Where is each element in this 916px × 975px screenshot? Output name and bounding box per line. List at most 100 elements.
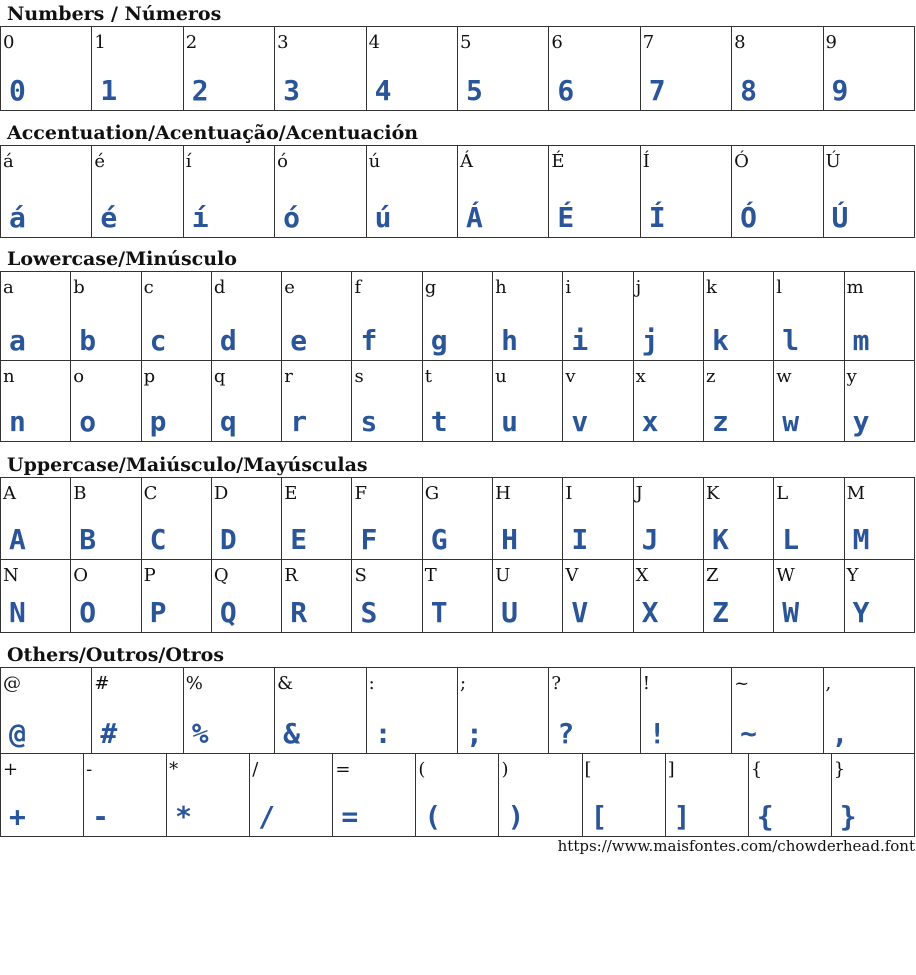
glyph-sample: Q — [219, 596, 237, 629]
glyph-label: / — [252, 759, 259, 780]
glyph-label: 0 — [3, 32, 15, 53]
glyph-label: D — [213, 483, 229, 504]
section-title: Numbers / Números — [7, 3, 222, 25]
glyph-label: ? — [551, 673, 561, 694]
glyph-row: @ @ # #%% & &::;;??!! ~ ~,, — [0, 667, 916, 754]
glyph-label: + — [3, 759, 19, 780]
glyph-sample: O — [79, 596, 97, 629]
glyph-label: , — [825, 673, 832, 694]
section-title: Uppercase/Maiúsculo/Mayúsculas — [7, 454, 368, 476]
glyph-sample: 9 — [831, 74, 849, 107]
glyph-sample: V — [571, 596, 589, 629]
glyph-cell: -- — [83, 753, 168, 837]
section-title: Accentuation/Acentuação/Acentuación — [7, 122, 419, 144]
glyph-label: R — [284, 565, 298, 586]
glyph-label: l — [776, 277, 783, 298]
glyph-label: ] — [667, 759, 675, 780]
glyph-sample: : — [374, 717, 392, 750]
glyph-sample: 3 — [283, 74, 301, 107]
glyph-sample: A — [9, 523, 26, 556]
glyph-label: Z — [705, 565, 719, 586]
glyph-cell: ,, — [822, 667, 916, 754]
glyph-sample: # — [100, 717, 118, 750]
glyph-sample: T — [430, 596, 448, 629]
glyph-table: + + - - * * / / = =(())[[]]{{}} — [0, 753, 916, 837]
glyph-label: H — [495, 483, 511, 504]
glyph-sample: r — [290, 405, 308, 438]
glyph-label: É — [551, 151, 565, 172]
glyph-sample: Y — [852, 596, 870, 629]
glyph-sample: 0 — [9, 74, 26, 107]
glyph-sample: Ó — [740, 201, 757, 234]
source-url[interactable]: https://www.maisfontes.com/chowderhead.f… — [557, 837, 915, 855]
glyph-sample: } — [839, 800, 857, 833]
glyph-sample: C — [149, 523, 167, 556]
glyph-cell: + + — [0, 753, 85, 837]
glyph-sample: n — [9, 405, 26, 438]
glyph-label: W — [776, 565, 795, 586]
glyph-sample: s — [360, 405, 378, 438]
glyph-cell: ?? — [548, 667, 641, 754]
glyph-label: # — [94, 673, 110, 694]
glyph-label: S — [354, 565, 367, 586]
glyph-label: G — [424, 483, 440, 504]
section-title: Lowercase/Minúsculo — [7, 248, 237, 270]
glyph-sample: m — [852, 324, 870, 357]
glyph-label: f — [354, 277, 362, 298]
glyph-sample: d — [219, 324, 237, 357]
glyph-label: T — [424, 565, 437, 586]
glyph-sample: L — [782, 523, 800, 556]
glyph-sample: B — [79, 523, 97, 556]
glyph-sample: E — [290, 523, 308, 556]
glyph-label: ; — [459, 673, 467, 694]
glyph-label: ~ — [734, 673, 750, 694]
glyph-label: - — [86, 759, 93, 780]
glyph-sample: R — [290, 596, 308, 629]
glyph-sample: ~ — [740, 717, 757, 750]
glyph-sample: N — [9, 596, 26, 629]
glyph-sample: J — [641, 523, 659, 556]
glyph-sample: u — [501, 405, 518, 438]
glyph-label: y — [846, 366, 857, 387]
glyph-label: J — [635, 483, 643, 504]
glyph-sample: P — [149, 596, 167, 629]
glyph-cell: @ @ — [0, 667, 93, 754]
glyph-sample: , — [831, 717, 849, 750]
glyph-sample: ? — [557, 717, 575, 750]
glyph-sample: t — [430, 405, 448, 438]
glyph-label: ) — [501, 759, 509, 780]
glyph-label: 7 — [642, 32, 655, 53]
glyph-sample: Í — [648, 201, 666, 234]
